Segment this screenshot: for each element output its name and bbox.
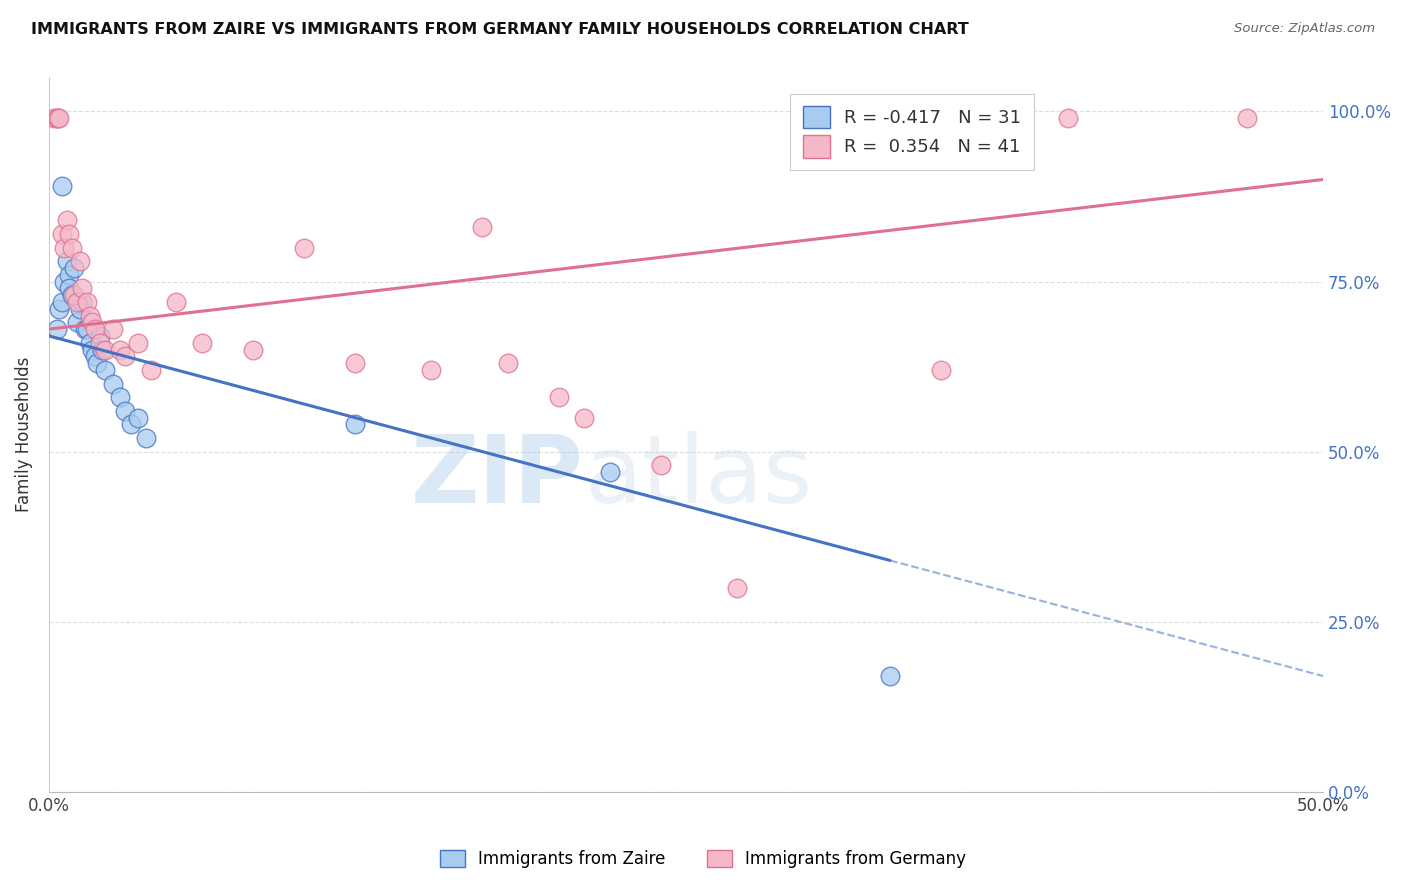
Point [63,288,86,302]
Point [725,581,748,595]
Point [51,179,73,194]
Point [91,343,114,357]
Point [547,390,569,404]
Point [51,294,73,309]
Point [45,322,67,336]
Point [980,112,1002,126]
Y-axis label: Family Households: Family Households [15,357,32,512]
Point [86,356,108,370]
Point [101,322,124,336]
Point [89,335,111,350]
Point [110,343,132,357]
Point [66,294,89,309]
Point [82,315,104,329]
Point [76,322,98,336]
Legend: Immigrants from Zaire, Immigrants from Germany: Immigrants from Zaire, Immigrants from G… [433,843,973,875]
Text: IMMIGRANTS FROM ZAIRE VS IMMIGRANTS FROM GERMANY FAMILY HOUSEHOLDS CORRELATION C: IMMIGRANTS FROM ZAIRE VS IMMIGRANTS FROM… [31,22,969,37]
Legend: R = -0.417   N = 31, R =  0.354   N = 41: R = -0.417 N = 31, R = 0.354 N = 41 [790,94,1033,170]
Point [48,112,70,126]
Point [79,335,101,350]
Point [120,417,142,432]
Point [191,335,214,350]
Point [60,288,83,302]
Point [82,343,104,357]
Point [1236,112,1258,126]
Point [58,281,80,295]
Point [572,410,595,425]
Point [110,390,132,404]
Point [343,417,366,432]
Point [66,315,89,329]
Point [58,268,80,282]
Point [471,220,494,235]
Point [83,322,105,336]
Text: ZIP: ZIP [411,432,583,524]
Point [292,240,315,254]
Point [165,294,187,309]
Point [127,410,149,425]
Point [83,349,105,363]
Point [51,227,73,241]
Point [89,329,111,343]
Point [48,301,70,316]
Point [46,112,69,126]
Point [114,349,136,363]
Point [69,301,91,316]
Point [63,260,86,275]
Point [135,431,157,445]
Point [56,213,79,227]
Point [1057,112,1080,126]
Point [53,240,76,254]
Text: Source: ZipAtlas.com: Source: ZipAtlas.com [1234,22,1375,36]
Point [139,363,162,377]
Point [56,254,79,268]
Point [496,356,519,370]
Point [70,281,93,295]
Point [803,112,825,126]
Point [45,112,67,126]
Point [929,363,952,377]
Text: atlas: atlas [583,432,813,524]
Point [58,227,80,241]
Point [114,403,136,417]
Point [242,343,264,357]
Point [79,309,101,323]
Point [101,376,124,391]
Point [420,363,443,377]
Point [76,294,98,309]
Point [53,275,76,289]
Point [879,669,901,683]
Point [69,254,91,268]
Point [42,112,65,126]
Point [73,322,96,336]
Point [70,294,93,309]
Point [127,335,149,350]
Point [60,240,83,254]
Point [343,356,366,370]
Point [94,363,117,377]
Point [94,343,117,357]
Point [599,465,621,479]
Point [650,458,672,473]
